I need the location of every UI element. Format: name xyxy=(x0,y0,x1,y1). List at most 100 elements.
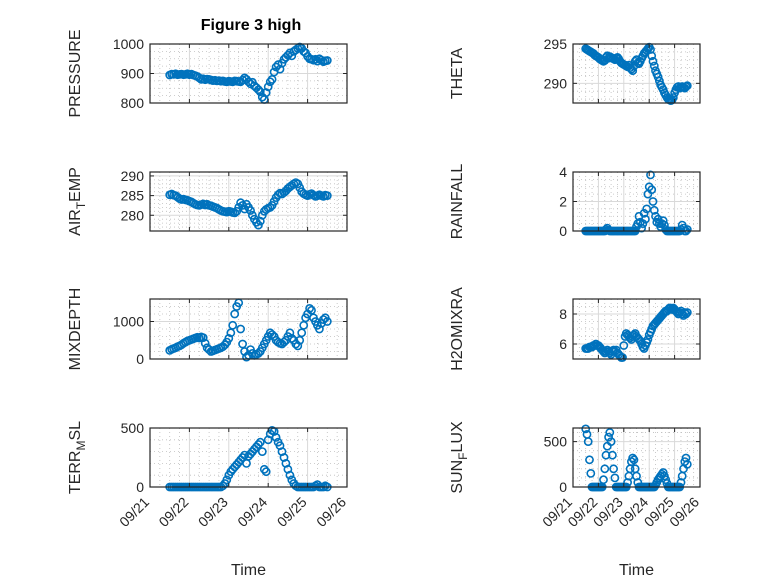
subplot-top-left: 800 900 1000 PRESSURE xyxy=(67,29,348,118)
data-point xyxy=(257,447,267,456)
data-point xyxy=(263,82,273,92)
data-point xyxy=(244,77,253,87)
data-point xyxy=(230,208,240,218)
y-tick-label: 285 xyxy=(121,188,145,204)
data-point xyxy=(610,473,620,483)
x-tick-label: 09/24 xyxy=(234,494,270,530)
data-point xyxy=(604,432,613,442)
x-tick-label: 09/25 xyxy=(274,494,310,530)
data-point xyxy=(287,51,297,61)
y-axis-label: PRESSURE xyxy=(67,29,84,117)
data-point xyxy=(647,51,657,61)
y-tick-label: 0 xyxy=(559,223,567,239)
data-point xyxy=(629,455,639,465)
y-tick-label: 500 xyxy=(121,420,145,436)
data-point xyxy=(649,61,659,71)
data-point xyxy=(618,353,627,362)
data-point xyxy=(637,223,646,233)
data-point xyxy=(599,475,608,485)
data-point xyxy=(648,197,658,206)
data-point xyxy=(305,303,314,313)
data-point xyxy=(680,83,690,93)
data-point xyxy=(601,450,611,460)
data-point xyxy=(253,440,263,449)
data-point xyxy=(646,170,655,180)
data-point xyxy=(322,56,332,65)
data-point xyxy=(600,464,610,474)
data-point xyxy=(658,216,668,226)
data-point xyxy=(261,467,271,477)
x-axis-label: Time xyxy=(619,562,654,579)
data-point xyxy=(682,459,692,469)
y-tick-label: 280 xyxy=(121,207,145,223)
data-point xyxy=(299,320,309,330)
data-point xyxy=(586,468,596,478)
data-point xyxy=(641,214,650,224)
data-point xyxy=(236,324,245,334)
data-point xyxy=(681,309,691,319)
data-point xyxy=(682,308,692,317)
y-tick-label: 290 xyxy=(121,168,145,184)
subplot-third-right: 6 8 H2OMIXRA xyxy=(449,287,701,371)
axes-frame xyxy=(572,298,701,360)
x-tick-label: 09/26 xyxy=(313,494,349,530)
figure-title: Figure 3 high xyxy=(201,17,301,34)
axes-frame xyxy=(572,43,701,104)
y-tick-label: 900 xyxy=(121,66,145,82)
data-point xyxy=(606,437,616,446)
y-axis-label: H2OMIXRA xyxy=(449,287,466,371)
y-tick-label: 1000 xyxy=(113,314,144,330)
data-point xyxy=(285,470,295,480)
x-axis-label: Time xyxy=(231,562,266,579)
x-tick-label: 09/26 xyxy=(666,494,702,530)
y-axis-label: MIXDEPTH xyxy=(67,288,84,371)
data-point xyxy=(682,225,692,234)
subplot-bottom-left: 0 500 TERRMSL 09/21 09/22 09/23 09/24 09/25 09/2… xyxy=(67,420,349,579)
data-point xyxy=(297,328,307,338)
y-tick-label: 0 xyxy=(559,479,567,495)
y-tick-label: 1000 xyxy=(113,36,144,52)
data-point xyxy=(293,341,303,351)
y-tick-label: 0 xyxy=(136,479,144,495)
y-axis-label: SUNFLUX xyxy=(449,421,470,494)
data-point xyxy=(255,87,265,97)
y-axis-label: AIRTEMP xyxy=(67,167,88,236)
data-point xyxy=(222,475,232,485)
data-point xyxy=(265,202,275,212)
y-tick-label: 500 xyxy=(544,434,568,450)
subplot-bottom-right: 0500SUNFLUX09/2109/2209/2309/2409/2509/2… xyxy=(449,421,702,579)
data-point xyxy=(238,75,247,85)
data-point xyxy=(668,93,678,102)
data-point xyxy=(238,453,247,462)
data-point xyxy=(682,81,692,91)
data-point xyxy=(605,428,615,437)
data-point xyxy=(200,338,210,348)
data-point xyxy=(653,72,663,82)
data-point xyxy=(643,335,653,344)
data-point xyxy=(240,450,249,460)
subplot-top-right: 290 295 THETA xyxy=(449,36,701,105)
data-point xyxy=(267,330,277,339)
data-point xyxy=(218,481,228,491)
data-point xyxy=(198,333,208,342)
x-tick-label: 09/23 xyxy=(195,494,231,530)
x-tick-label: 09/22 xyxy=(155,494,191,530)
data-point xyxy=(609,464,618,474)
subplot-third-left: 0 1000 MIXDEPTH xyxy=(67,288,348,371)
x-tick-label: 09/21 xyxy=(116,494,152,530)
data-point xyxy=(285,328,295,338)
data-point xyxy=(316,55,326,65)
data-point xyxy=(648,56,658,66)
data-point xyxy=(634,335,644,344)
subplot-second-left: 280 285 290 AIRTEMP xyxy=(67,167,348,236)
y-tick-label: 290 xyxy=(544,75,568,91)
data-point xyxy=(583,437,593,446)
y-axis-label: TERRMSL xyxy=(67,421,88,494)
y-tick-label: 6 xyxy=(559,336,567,352)
subplot-second-right: 0 2 4 RAINFALL xyxy=(449,164,701,239)
data-point xyxy=(619,341,629,350)
data-point xyxy=(265,77,275,87)
y-tick-label: 4 xyxy=(559,164,567,180)
axes-frame xyxy=(572,427,701,488)
